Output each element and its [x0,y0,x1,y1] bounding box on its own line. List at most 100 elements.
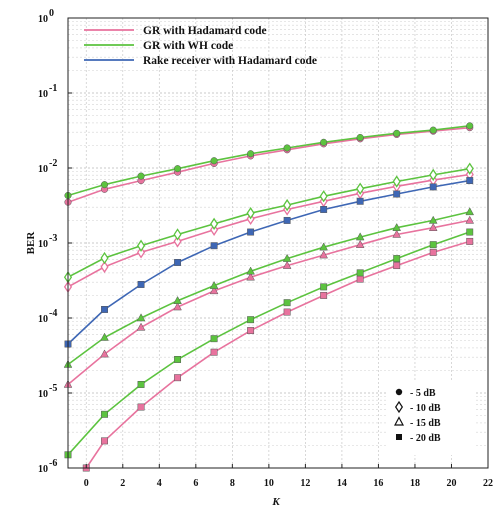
data-point [174,374,182,382]
x-axis-ticks: 0 2 4 6 8 10 12 14 16 18 20 22 [84,464,493,489]
data-point [100,349,109,358]
y-axis-label: BER [25,231,37,255]
series-line [67,126,470,203]
data-point [246,266,255,275]
y-tick-label: 10 [38,389,48,400]
y-tick-label: 10 [38,14,48,25]
marker-legend: - 5 dB - 10 dB - 15 dB - 20 dB [388,381,474,455]
marker-legend-symbol [396,434,402,440]
marker-legend-label: - 10 dB [410,403,441,414]
data-point [429,183,437,191]
data-point [465,215,475,224]
data-point [392,222,402,231]
data-point [466,177,474,185]
y-tick-exponent: -1 [49,83,57,94]
y-tick-label: 10 [38,314,48,325]
data-point [282,260,292,269]
series-line [67,219,470,386]
data-point [136,313,146,322]
marker-legend-label: - 15 dB [410,418,441,429]
data-point [247,327,255,335]
data-point [320,291,328,299]
data-point [100,251,109,265]
series-line [67,173,470,288]
y-tick-label: 10 [38,239,48,250]
data-point [100,260,109,274]
data-point [429,248,437,256]
data-point [101,437,108,445]
data-point [209,286,219,295]
data-point [320,283,328,291]
series-line [67,167,470,278]
data-point [246,272,255,281]
data-point [428,222,438,231]
data-point [283,216,291,224]
series-markers [63,122,475,472]
marker-legend-symbol [395,388,403,396]
series-line [67,231,470,456]
series-legend: GR with Hadamard code GR with WH code Rake… [84,25,317,67]
data-point [283,308,291,316]
data-point [465,207,475,216]
x-tick-label: 22 [483,478,493,489]
marker-legend-label: - 20 dB [410,433,441,444]
data-point [247,316,255,324]
marker-legend-symbol [394,400,404,414]
y-tick-exponent: -3 [49,233,57,244]
data-point [100,332,109,341]
data-point [136,239,146,252]
data-point [174,165,182,173]
data-point [210,348,218,356]
data-point [174,356,182,363]
data-point [393,190,401,198]
data-point [393,255,401,263]
x-axis-label: K [271,496,280,508]
data-point [356,269,364,277]
marker-legend-label: - 5 dB [410,388,436,399]
x-tick-label: 10 [264,478,274,489]
data-point [393,262,401,270]
data-point [320,206,328,213]
y-tick-exponent: 0 [49,8,54,19]
data-point [210,242,218,250]
data-point [429,168,438,182]
x-tick-label: 2 [120,478,125,489]
data-point [466,237,474,245]
data-point [319,190,328,203]
data-point [137,381,145,388]
data-point [466,228,474,236]
x-tick-label: 6 [193,478,198,489]
data-point [466,122,474,130]
y-tick-label: 10 [38,164,48,175]
data-point [210,157,218,165]
y-tick-label: 10 [38,89,48,100]
data-point [428,215,438,224]
data-point [136,322,146,331]
data-point [283,299,291,307]
data-point [356,133,364,142]
data-point [356,197,364,205]
data-point [355,232,365,241]
series-line [85,240,470,469]
data-point [101,410,108,418]
y-tick-label: 10 [38,464,48,475]
data-point [100,181,109,189]
data-point [355,239,365,248]
series-line [67,179,470,345]
data-point [137,172,145,180]
data-point [136,246,146,259]
x-tick-label: 0 [84,478,89,489]
data-point [137,403,145,411]
x-tick-label: 20 [446,478,456,489]
y-tick-exponent: -2 [49,158,57,169]
data-point [174,259,182,266]
data-point [282,253,292,262]
data-point [320,138,328,146]
y-tick-exponent: -6 [49,458,57,469]
data-point [173,302,182,311]
data-point [465,162,474,175]
legend-label: GR with WH code [143,40,233,52]
marker-legend-box [388,381,474,455]
